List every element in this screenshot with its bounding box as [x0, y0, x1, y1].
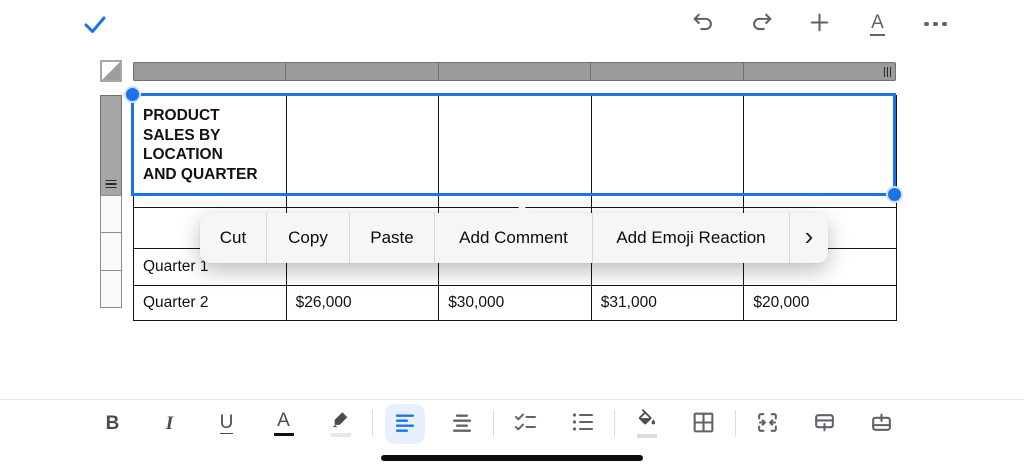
table-select-icon [100, 60, 122, 85]
fill-color-button[interactable] [618, 400, 675, 448]
more-options-button[interactable] [923, 0, 948, 48]
format-text-icon: A [870, 12, 885, 36]
undo-icon [691, 10, 716, 38]
row-handle-3[interactable] [100, 232, 122, 271]
text-color-icon: A [277, 409, 290, 431]
bold-button[interactable]: B [84, 400, 141, 448]
column-handle[interactable] [439, 63, 592, 80]
column-handle[interactable] [286, 63, 439, 80]
row-label-cell[interactable]: Quarter 2 [133, 285, 287, 321]
menu-divider [592, 213, 593, 263]
row-handle-1[interactable] [100, 95, 122, 196]
table-cell[interactable]: $20,000 [743, 285, 897, 321]
table-cell[interactable]: $26,000 [285, 285, 440, 321]
table-cell[interactable] [590, 95, 745, 208]
table-borders-button[interactable] [675, 400, 732, 448]
table-cell[interactable] [743, 95, 897, 208]
menu-item-paste[interactable]: Paste [350, 213, 434, 263]
italic-button[interactable]: I [141, 400, 198, 448]
merge-cells-icon [755, 410, 780, 438]
menu-item-cut[interactable]: Cut [200, 213, 266, 263]
row-handle-4[interactable] [100, 269, 122, 308]
bold-icon: B [105, 412, 120, 434]
plus-icon [807, 10, 832, 38]
insert-row-above-icon [869, 410, 894, 438]
column-header-bar [133, 62, 896, 81]
align-center-button[interactable] [433, 400, 490, 448]
align-left-active-bg [384, 403, 425, 444]
menu-more-chevron[interactable]: › [790, 213, 828, 263]
checklist-icon [513, 411, 538, 436]
redo-icon [749, 10, 774, 38]
done-button[interactable] [80, 10, 110, 40]
table-row: Quarter 2 $26,000 $30,000 $31,000 $20,00… [133, 285, 897, 321]
text-color-swatch [273, 432, 294, 437]
menu-divider [266, 213, 267, 263]
text-color-button[interactable]: A [255, 400, 312, 448]
table-cell[interactable] [438, 95, 592, 208]
row-handle-bar [100, 95, 122, 308]
fill-color-swatch [636, 434, 657, 438]
format-button[interactable]: A [865, 0, 890, 48]
checklist-button[interactable] [497, 400, 554, 448]
column-handle[interactable] [134, 63, 287, 80]
menu-item-add-comment[interactable]: Add Comment [435, 213, 592, 263]
highlighter-icon [330, 410, 352, 431]
highlight-color-button[interactable] [312, 400, 369, 448]
italic-icon: I [165, 412, 174, 434]
align-left-icon [393, 410, 417, 437]
checkmark-icon [81, 16, 109, 41]
underline-icon: U [219, 411, 234, 435]
top-toolbar: A [0, 0, 1024, 48]
insert-row-below-icon [812, 410, 837, 438]
redo-button[interactable] [749, 0, 774, 48]
table-cell[interactable]: $31,000 [590, 285, 745, 321]
underline-button[interactable]: U [198, 400, 255, 448]
document-table: PRODUCT SALES BY LOCATION AND QUARTER Ea… [133, 95, 897, 321]
highlight-color-swatch [330, 433, 351, 437]
menu-item-copy[interactable]: Copy [267, 213, 349, 263]
align-left-button[interactable] [376, 400, 433, 448]
toolbar-divider [493, 410, 494, 437]
home-indicator[interactable] [381, 455, 643, 461]
menu-item-add-emoji-reaction[interactable]: Add Emoji Reaction [593, 213, 789, 263]
bulleted-list-button[interactable] [554, 400, 611, 448]
context-menu: Cut Copy Paste Add Comment Add Emoji Rea… [200, 204, 828, 263]
table-title-cell[interactable]: PRODUCT SALES BY LOCATION AND QUARTER [133, 95, 287, 208]
column-resize-grip-icon [883, 66, 892, 77]
column-handle[interactable] [744, 63, 895, 80]
column-handle[interactable] [591, 63, 744, 80]
toolbar-divider [614, 410, 615, 437]
insert-row-above-button[interactable] [853, 400, 910, 448]
table-borders-icon [691, 410, 716, 438]
table-select-handle[interactable] [100, 60, 122, 82]
toolbar-divider [735, 410, 736, 437]
undo-button[interactable] [691, 0, 716, 48]
selection-handle-bottom-right[interactable] [886, 186, 903, 203]
format-toolbar: B I U A [0, 399, 1024, 447]
table-row: PRODUCT SALES BY LOCATION AND QUARTER [133, 95, 897, 208]
menu-divider [349, 213, 350, 263]
menu-divider [789, 213, 790, 263]
insert-button[interactable] [807, 0, 832, 48]
table-cell[interactable] [285, 95, 440, 208]
table-cell[interactable]: $30,000 [438, 285, 592, 321]
align-center-icon [450, 410, 474, 437]
fill-color-icon [636, 409, 658, 432]
menu-divider [434, 213, 435, 263]
bulleted-list-icon [570, 411, 595, 436]
merge-cells-button[interactable] [739, 400, 796, 448]
toolbar-divider [372, 410, 373, 437]
selection-handle-top-left[interactable] [124, 86, 141, 103]
insert-row-below-button[interactable] [796, 400, 853, 448]
row-handle-2[interactable] [100, 194, 122, 234]
more-overflow-icon [924, 21, 947, 27]
row-resize-grip-icon [105, 179, 117, 188]
